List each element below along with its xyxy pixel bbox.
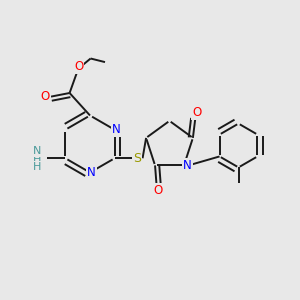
Text: O: O (192, 106, 201, 119)
Text: O: O (40, 90, 50, 103)
Text: S: S (133, 152, 141, 165)
Text: O: O (74, 60, 83, 73)
Text: N: N (33, 146, 42, 156)
Text: H: H (33, 155, 42, 165)
Text: N: N (112, 123, 121, 136)
Text: H: H (33, 162, 42, 172)
Text: N: N (183, 159, 192, 172)
Text: O: O (153, 184, 163, 197)
Text: N: N (87, 166, 96, 179)
